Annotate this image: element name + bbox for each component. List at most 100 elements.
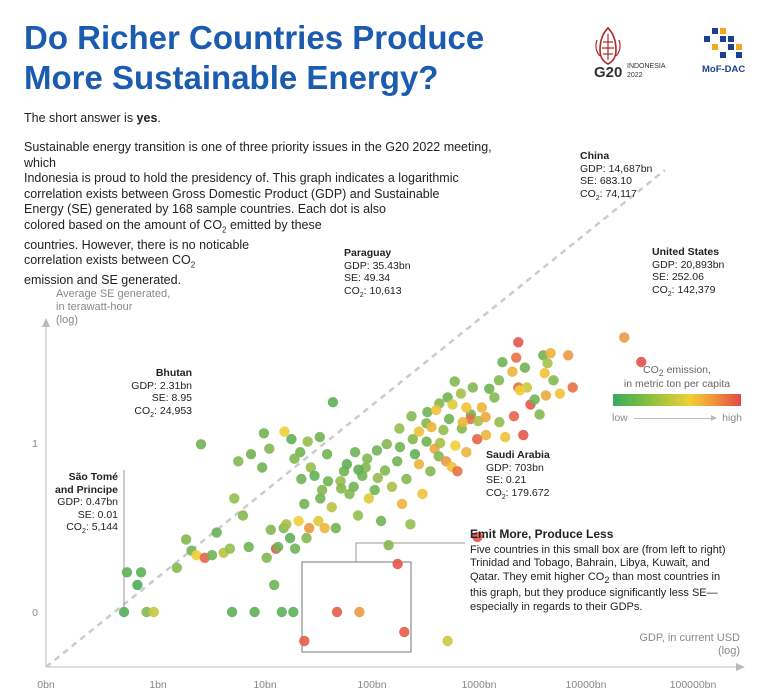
china-co2: CO2: 74,117	[580, 187, 637, 202]
intro-line: countries. However, there is no noticabl…	[24, 237, 250, 252]
y-tick-label: 0	[32, 607, 38, 619]
us-gdp: GDP: 20,893bn	[652, 258, 725, 271]
data-point	[508, 411, 520, 422]
data-point	[322, 476, 334, 487]
data-point	[191, 550, 202, 561]
data-point	[540, 390, 552, 401]
data-point	[545, 348, 556, 359]
saudi-co2: CO2: 179.672	[486, 486, 550, 501]
data-point	[413, 426, 425, 437]
y-tick-label: 1	[32, 438, 38, 450]
data-point	[619, 332, 630, 343]
data-point	[224, 543, 236, 554]
us-se: SE: 252.06	[652, 271, 704, 283]
data-point	[514, 385, 526, 396]
x-tick-label: 10bn	[253, 679, 277, 691]
saotome-se: SE: 0.01	[77, 508, 118, 521]
x-axis-title: GDP, in current USD (log)	[620, 632, 740, 658]
data-point	[135, 567, 147, 578]
data-point	[284, 532, 296, 544]
paraguay-se: SE: 49.34	[344, 272, 391, 284]
data-point	[264, 443, 275, 454]
data-point	[442, 635, 453, 647]
data-point	[386, 481, 398, 492]
mof-dac-logo: MoF-DAC	[702, 28, 745, 75]
data-point	[279, 426, 290, 437]
data-point	[226, 606, 238, 618]
data-point	[472, 434, 483, 445]
annotation-saotome: São Tomé and Principe GDP: 0.47bn SE: 0.…	[40, 471, 118, 539]
data-point	[472, 531, 483, 543]
x-tick-label: 100bn	[357, 679, 386, 691]
paraguay-gdp: GDP: 35.43bn	[344, 259, 411, 272]
x-axis-title-line1: GDP, in current USD	[639, 632, 740, 644]
data-point	[434, 437, 446, 449]
data-point	[349, 447, 361, 458]
data-point	[426, 421, 437, 433]
emit-more-line: especially in regards to their GDPs.	[470, 600, 643, 613]
data-point	[148, 606, 159, 618]
data-point	[513, 337, 524, 348]
data-point	[494, 417, 505, 428]
data-point	[321, 449, 333, 460]
y-axis-arrow-icon	[42, 318, 50, 327]
data-point	[484, 383, 495, 394]
y-axis-title-line1: Average SE generated,	[56, 288, 171, 300]
y-axis-title-line2: in terawatt-hour	[56, 301, 133, 313]
data-point	[534, 409, 545, 420]
data-point	[443, 413, 455, 425]
data-point	[407, 434, 418, 445]
data-point	[249, 606, 260, 618]
data-point	[286, 434, 297, 445]
legend-low-label: low	[612, 412, 628, 425]
x-axis-arrow-icon	[736, 663, 745, 671]
data-point	[461, 402, 472, 413]
data-point	[392, 558, 403, 570]
data-point	[352, 510, 364, 521]
x-tick-label: 0bn	[37, 679, 55, 691]
saudi-name: Saudi Arabia	[486, 449, 550, 461]
data-point	[118, 606, 130, 618]
data-point	[369, 484, 380, 496]
saudi-se: SE: 0.21	[486, 474, 527, 486]
co2-legend: CO2 emission, in metric ton per capita l…	[612, 364, 742, 424]
emit-more-line: Trinidad and Tobago, Bahrain, Libya, Kuw…	[470, 557, 710, 569]
data-point	[288, 606, 299, 618]
data-point	[330, 522, 341, 534]
g20-sub2: 2022	[627, 72, 643, 79]
data-point	[326, 502, 337, 513]
bhutan-co2: CO2: 24,953	[134, 404, 192, 419]
data-point	[272, 541, 284, 553]
answer-prefix: The short answer is	[24, 111, 137, 125]
data-point	[121, 567, 133, 578]
tick-labels: 0bn 1bn 10bn 100bn 1000bn 10000bn 100000bn 0 1	[32, 438, 716, 691]
emit-more-line: this graph, but they produce significant…	[470, 587, 718, 600]
intro-line: Indonesia is proud to hold the presidenc…	[24, 171, 459, 185]
data-point	[394, 441, 406, 453]
data-point	[417, 488, 428, 500]
legend-arrow-icon	[633, 414, 718, 421]
data-point	[314, 431, 325, 443]
data-point	[195, 439, 207, 450]
data-point	[493, 375, 505, 386]
data-point	[237, 510, 249, 521]
data-point	[455, 388, 467, 399]
y-axis-title: Average SE generated, in terawatt-hour (…	[56, 288, 170, 327]
data-point	[433, 451, 444, 462]
mof-dac-grid-icon	[704, 28, 742, 58]
paraguay-co2: CO2: 10,613	[344, 284, 402, 299]
data-point	[421, 436, 432, 447]
saotome-gdp: GDP: 0.47bn	[57, 496, 118, 508]
g20-text: G20	[594, 64, 622, 80]
data-point	[296, 473, 307, 485]
x-tick-label: 10000bn	[566, 679, 607, 691]
data-point	[425, 466, 436, 477]
data-point	[363, 493, 375, 504]
data-point	[401, 473, 412, 485]
data-point	[548, 375, 559, 386]
data-point	[293, 515, 304, 527]
data-point	[431, 404, 442, 416]
data-point	[316, 484, 328, 496]
g20-sub1: INDONESIA	[627, 63, 666, 70]
